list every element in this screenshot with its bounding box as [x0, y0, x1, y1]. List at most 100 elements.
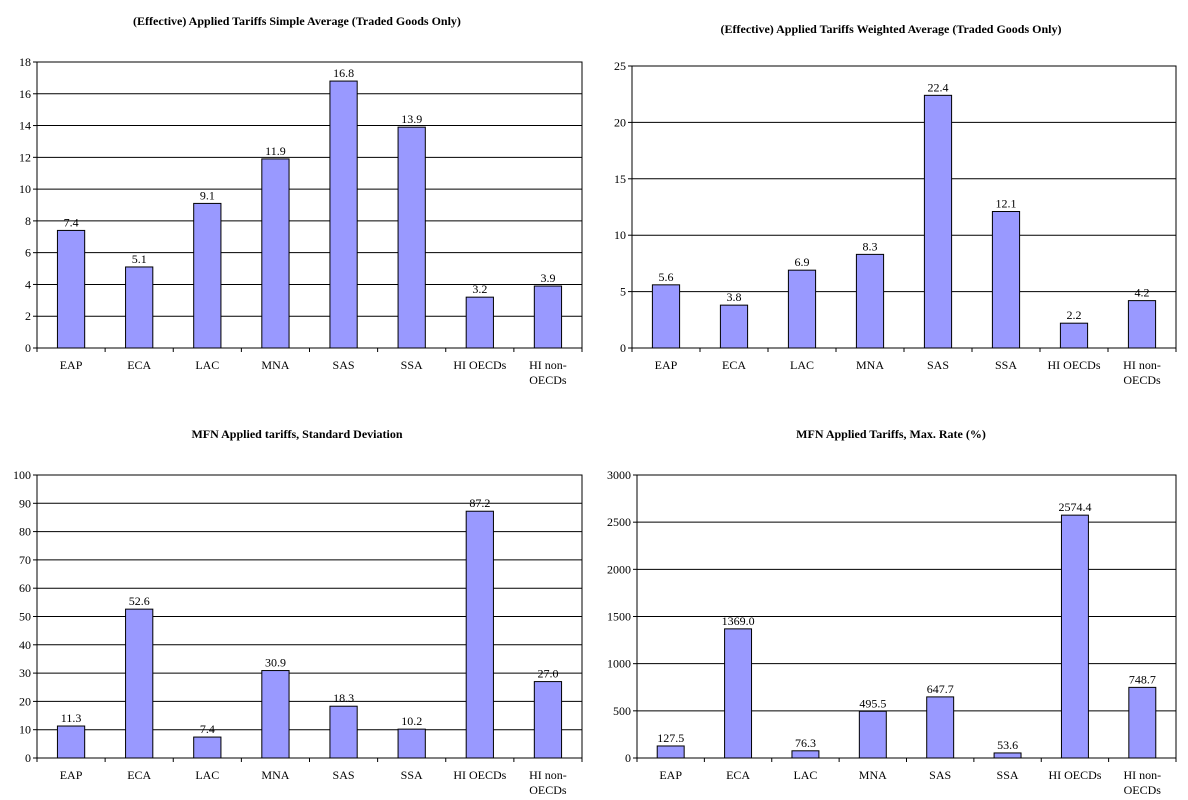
x-tick-label: MNA [856, 358, 884, 372]
chart-panel-max-rate: MFN Applied Tariffs, Max. Rate (%) 0 500 1… [594, 400, 1188, 800]
data-label: 127.5 [657, 731, 684, 745]
chart-title: MFN Applied Tariffs, Max. Rate (%) [796, 427, 986, 441]
data-label: 5.6 [659, 270, 674, 284]
data-label: 27.0 [537, 667, 558, 681]
x-tick-label: SSA [401, 358, 423, 372]
y-tick-label: 20 [19, 694, 31, 708]
x-tick-label: HI OECDs [453, 358, 506, 372]
y-tick-label: 90 [19, 496, 31, 510]
bar-ssa [993, 752, 1022, 759]
data-label: 22.4 [928, 80, 949, 94]
x-tick-label: LAC [793, 768, 817, 782]
data-label: 4.2 [1135, 286, 1150, 300]
y-tick-label: 4 [25, 277, 31, 291]
data-label: 7.4 [200, 722, 215, 736]
bar-mna [858, 710, 887, 759]
y-tick-label: 100 [13, 468, 31, 482]
data-label: 5.1 [132, 252, 147, 266]
x-tick-label: ECA [127, 358, 151, 372]
x-tick-label: SSA [995, 358, 1017, 372]
data-label: 30.9 [265, 656, 286, 670]
data-label: 748.7 [1129, 672, 1156, 686]
bar-chart: 0 2 4 6 8 10 12 14 16 18 7.4 EAP 5.1 ECA 9.1 LAC 11.9 MNA… [19, 55, 583, 387]
data-label: 11.9 [265, 144, 286, 158]
plot-frame [631, 65, 1177, 349]
bar-mna [261, 670, 290, 759]
bar-hi-oecds [465, 510, 494, 759]
y-tick-label: 0 [25, 751, 31, 765]
y-tick-label: 5 [620, 285, 626, 299]
x-tick-label: EAP [60, 768, 83, 782]
x-tick-label: HI non-OECDs [529, 768, 567, 797]
chart-panel-standard-deviation: MFN Applied tariffs, Standard Deviation … [0, 400, 594, 800]
x-tick-label: HI non-OECDs [1123, 768, 1161, 797]
x-tick-label: LAC [790, 358, 814, 372]
bar-ssa [991, 211, 1021, 349]
bar-eca [125, 266, 154, 349]
y-tick-label: 50 [19, 610, 31, 624]
bar-mna [855, 253, 885, 349]
bar-hi-non-oecds [533, 681, 563, 759]
x-tick-label: MNA [261, 358, 289, 372]
data-label: 52.6 [129, 594, 150, 608]
data-label: 8.3 [863, 239, 878, 253]
x-tick-label: MNA [261, 768, 289, 782]
bar-hi-oecds [1059, 322, 1089, 349]
x-tick-label: HI OECDs [1048, 358, 1101, 372]
y-tick-label: 1000 [607, 657, 631, 671]
bar-hi-oecds [1060, 514, 1089, 759]
chart-panel-simple-average: (Effective) Applied Tariffs Simple Avera… [0, 0, 594, 400]
data-label: 647.7 [927, 682, 954, 696]
y-tick-label: 25 [614, 59, 626, 73]
x-tick-label: ECA [127, 768, 151, 782]
bar-chart: 0 5 10 15 20 25 5.6 EAP 3.8 ECA 6.9 LAC 8.3 MNA 22.4 SA… [614, 59, 1177, 387]
y-tick-label: 80 [19, 525, 31, 539]
y-tick-label: 30 [19, 666, 31, 680]
data-label: 6.9 [795, 255, 810, 269]
data-label: 3.9 [540, 271, 555, 285]
y-tick-label: 16 [19, 87, 31, 101]
x-tick-label: ECA [722, 358, 746, 372]
y-tick-label: 12 [19, 150, 31, 164]
x-tick-label: LAC [195, 358, 219, 372]
y-tick-label: 6 [25, 246, 31, 260]
bar-sas [926, 696, 955, 759]
y-tick-label: 70 [19, 553, 31, 567]
data-label: 18.3 [333, 691, 354, 705]
bar-eap [651, 284, 681, 349]
x-tick-label: HI non-OECDs [529, 358, 567, 387]
plot-frame [36, 61, 583, 349]
y-tick-label: 2 [25, 309, 31, 323]
x-tick-label: SAS [929, 768, 951, 782]
y-tick-label: 3000 [607, 468, 631, 482]
x-tick-label: ECA [726, 768, 750, 782]
bar-hi-non-oecds [1128, 686, 1157, 759]
y-tick-label: 40 [19, 638, 31, 652]
bar-lac [791, 750, 820, 759]
bar-eap [656, 745, 685, 759]
x-tick-label: EAP [60, 358, 83, 372]
bar-mna [261, 158, 290, 349]
y-tick-label: 14 [19, 119, 31, 133]
y-tick-label: 20 [614, 115, 626, 129]
chart-title: (Effective) Applied Tariffs Weighted Ave… [720, 22, 1062, 36]
y-tick-label: 2500 [607, 515, 631, 529]
data-label: 7.4 [64, 215, 79, 229]
y-tick-label: 2000 [607, 562, 631, 576]
bar-eca [719, 304, 749, 349]
y-tick-label: 10 [19, 723, 31, 737]
chart-title: MFN Applied tariffs, Standard Deviation [191, 427, 403, 441]
x-tick-label: EAP [659, 768, 682, 782]
x-tick-label: SSA [997, 768, 1019, 782]
x-tick-label: HI non-OECDs [1123, 358, 1161, 387]
data-label: 2.2 [1067, 308, 1082, 322]
x-tick-label: SAS [333, 768, 355, 782]
data-label: 10.2 [401, 714, 422, 728]
x-tick-label: SSA [401, 768, 423, 782]
bar-ssa [397, 126, 426, 349]
x-tick-label: MNA [859, 768, 887, 782]
data-label: 53.6 [997, 738, 1018, 752]
bar-lac [193, 202, 222, 349]
bar-eap [56, 725, 86, 759]
bar-chart: 0 500 1000 1500 2000 2500 3000 127.5 EAP 1369.0 EC… [607, 468, 1177, 797]
